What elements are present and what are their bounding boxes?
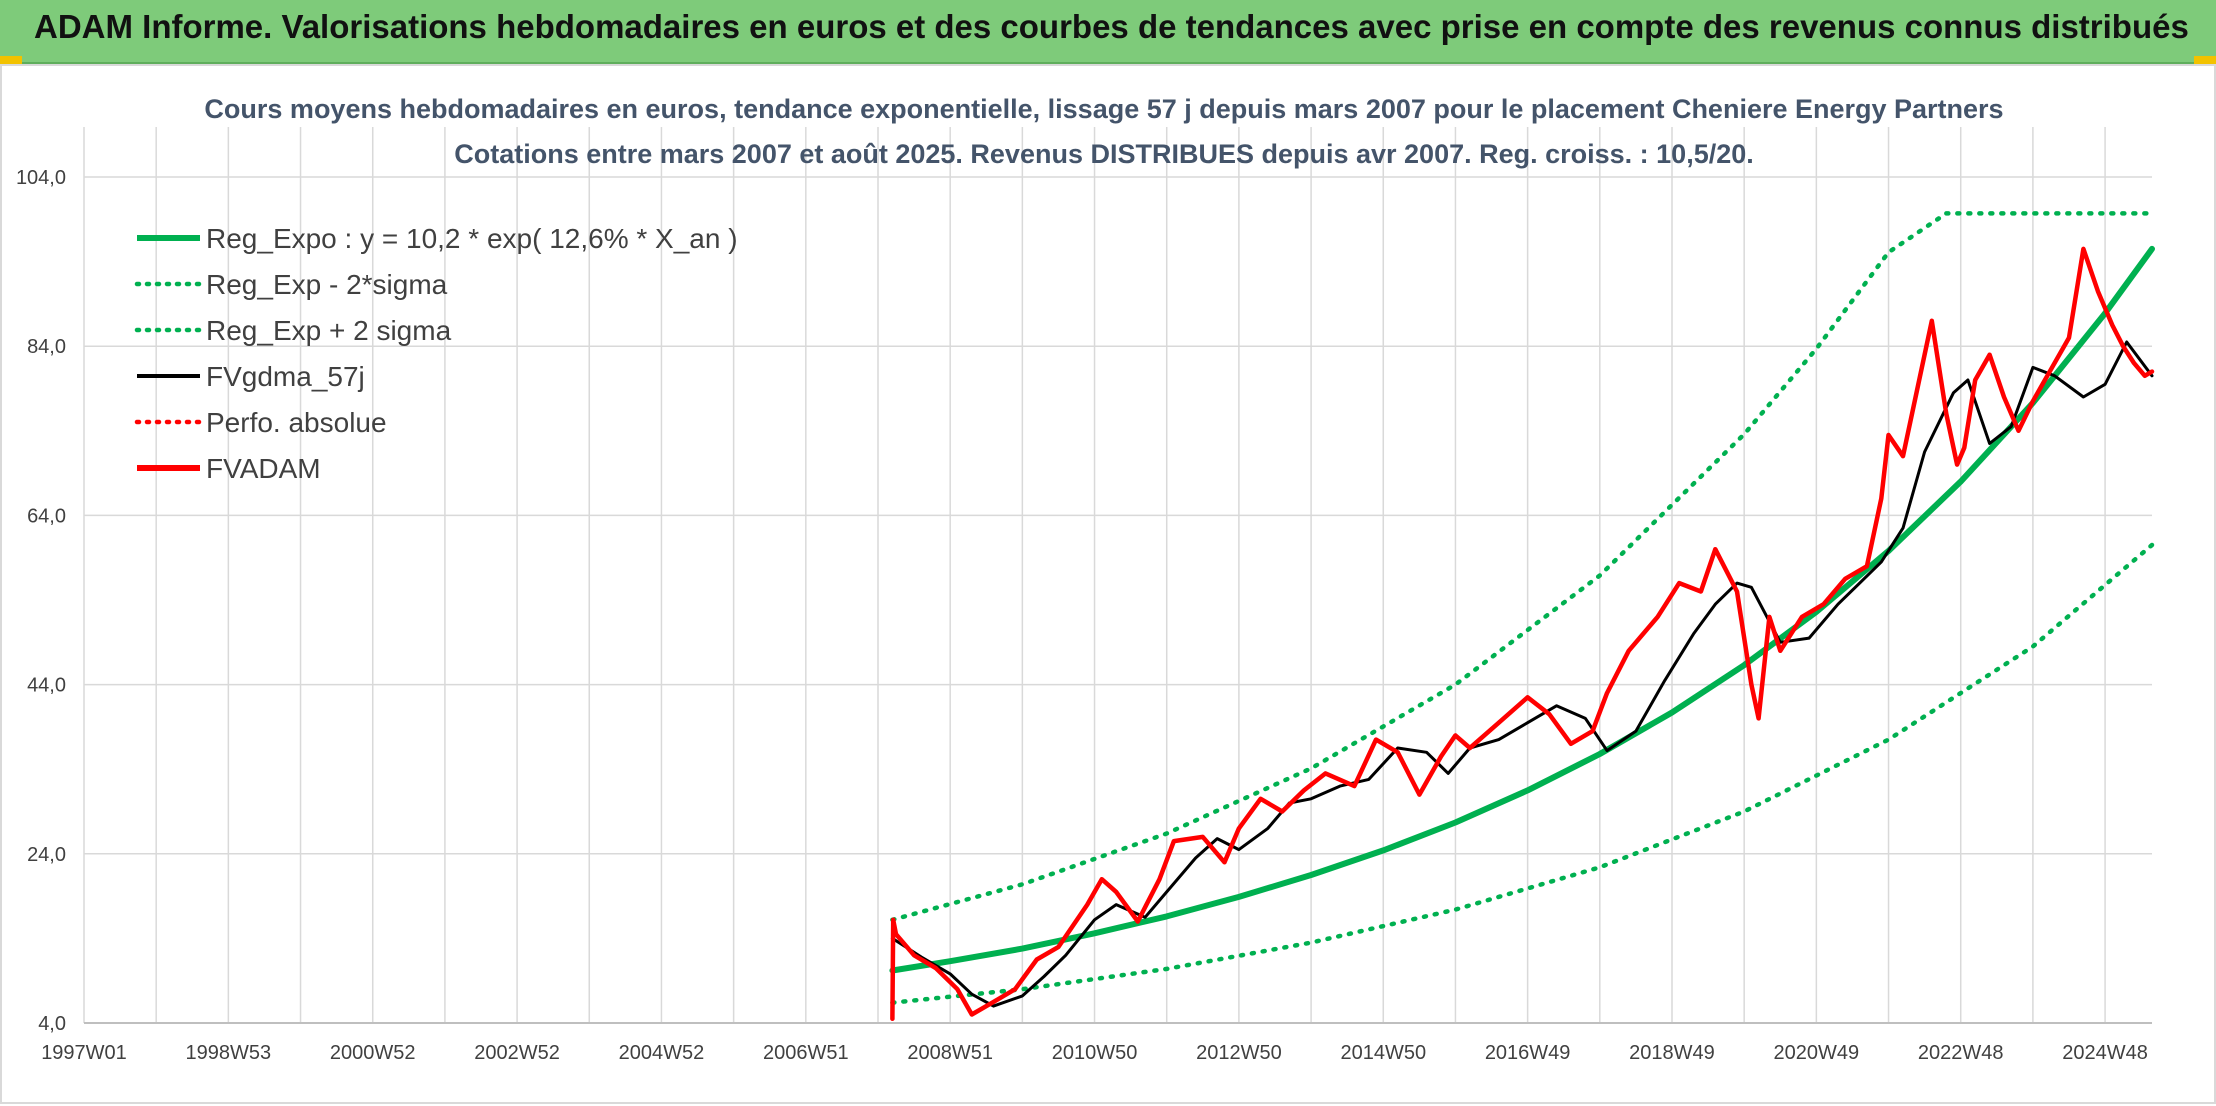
corner-marker-right bbox=[2194, 56, 2216, 64]
axis-labels: 4,0 24,0 44,0 64,0 84,0 104,0 1997W01 1998W53 20… bbox=[16, 167, 2148, 1064]
legend: Reg_Expo : y = 10,2 * exp( 12,6% * X_an … bbox=[134, 223, 738, 484]
reg-minus-2sigma-line bbox=[890, 542, 2155, 1005]
x-tick-label: 2010W50 bbox=[1052, 1042, 1138, 1064]
fvgdma-57j-line bbox=[890, 340, 2154, 1008]
x-tick-label: 2014W50 bbox=[1340, 1042, 1426, 1064]
x-tick-label: 2024W48 bbox=[2062, 1042, 2148, 1064]
legend-label: Reg_Expo : y = 10,2 * exp( 12,6% * X_an … bbox=[206, 223, 738, 254]
chart-frame bbox=[0, 64, 2216, 1104]
x-tick-label: 2012W50 bbox=[1196, 1042, 1282, 1064]
x-tick-label: 2000W52 bbox=[330, 1042, 416, 1064]
x-tick-label: 2006W51 bbox=[763, 1042, 849, 1064]
x-tick-label: 2016W49 bbox=[1485, 1042, 1571, 1064]
gridlines bbox=[83, 127, 2152, 1024]
x-tick-label: 2002W52 bbox=[474, 1042, 560, 1064]
y-tick-label: 104,0 bbox=[16, 167, 66, 189]
fvadam-line bbox=[890, 246, 2155, 1022]
x-tick-label: 1998W53 bbox=[186, 1042, 272, 1064]
y-tick-label: 4,0 bbox=[38, 1013, 66, 1035]
x-tick-label: 2020W49 bbox=[1774, 1042, 1860, 1064]
corner-marker-left bbox=[0, 56, 22, 64]
reg-expo-line bbox=[889, 245, 2155, 974]
legend-label: FVgdma_57j bbox=[206, 361, 365, 392]
y-tick-label: 24,0 bbox=[27, 844, 66, 866]
report-header: ADAM Informe. Valorisations hebdomadaire… bbox=[0, 0, 2216, 64]
legend-label: Reg_Exp - 2*sigma bbox=[206, 269, 448, 300]
y-tick-label: 64,0 bbox=[27, 505, 66, 527]
reg-plus-2sigma-line bbox=[890, 211, 2155, 923]
x-tick-label: 2008W51 bbox=[907, 1042, 993, 1064]
y-tick-label: 44,0 bbox=[27, 675, 66, 697]
x-tick-label: 1997W01 bbox=[41, 1042, 127, 1064]
x-tick-label: 2018W49 bbox=[1629, 1042, 1715, 1064]
x-tick-label: 2022W48 bbox=[1918, 1042, 2004, 1064]
legend-label: Perfo. absolue bbox=[206, 407, 387, 438]
report-title: ADAM Informe. Valorisations hebdomadaire… bbox=[34, 8, 2189, 45]
x-tick-label: 2004W52 bbox=[619, 1042, 705, 1064]
legend-label: Reg_Exp + 2 sigma bbox=[206, 315, 452, 346]
legend-label: FVADAM bbox=[206, 453, 321, 484]
chart-title: Cours moyens hebdomadaires en euros, ten… bbox=[204, 94, 2003, 124]
series-layer bbox=[889, 211, 2155, 1022]
y-tick-label: 84,0 bbox=[27, 336, 66, 358]
chart-subtitle: Cotations entre mars 2007 et août 2025. … bbox=[454, 139, 1754, 169]
